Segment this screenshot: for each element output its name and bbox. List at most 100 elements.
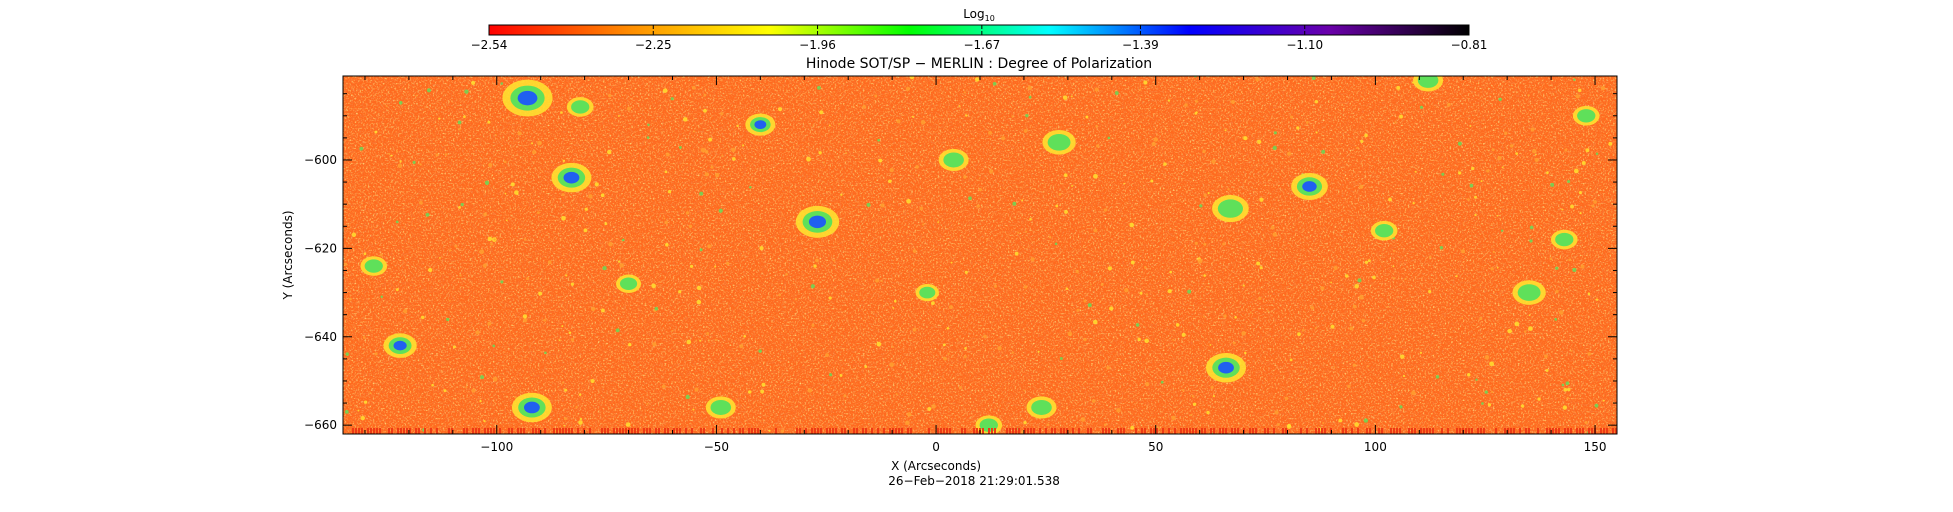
map-edge-stripe	[742, 428, 744, 434]
map-speckle	[708, 339, 711, 342]
map-speckle	[875, 278, 880, 283]
map-speckle	[568, 331, 572, 334]
map-speckle	[471, 388, 476, 393]
map-speckle	[1103, 423, 1107, 427]
map-speckle	[439, 257, 441, 259]
map-speckle	[1315, 131, 1318, 134]
map-speckle	[664, 220, 668, 225]
map-speckle	[396, 150, 399, 153]
map-speckle	[1534, 153, 1537, 156]
map-edge-stripe	[1066, 428, 1068, 434]
map-speckle	[1071, 184, 1073, 187]
map-speckle	[1354, 283, 1359, 289]
map-edge-stripe	[667, 428, 669, 434]
map-edge-stripe	[1351, 428, 1353, 434]
map-edge-stripe	[487, 428, 489, 434]
y-axis-label: Y (Arcseconds)	[281, 210, 295, 300]
map-speckle-green	[500, 82, 504, 85]
map-speckle	[1203, 193, 1207, 197]
map-speckle-green	[866, 202, 871, 207]
map-speckle	[1241, 331, 1246, 336]
map-edge-stripe	[973, 428, 975, 434]
map-speckle	[1289, 115, 1294, 119]
map-speckle-green	[492, 344, 496, 348]
map-speckle	[1232, 341, 1236, 345]
map-speckle-green	[1187, 289, 1192, 294]
map-speckle-green	[1469, 183, 1474, 188]
map-speckle	[1058, 192, 1062, 196]
map-speckle	[880, 203, 885, 208]
map-speckle	[1023, 285, 1028, 289]
map-speckle	[1473, 195, 1477, 199]
map-speckle-green	[1594, 403, 1599, 408]
map-edge-stripe	[796, 428, 798, 434]
map-edge-stripe	[754, 428, 756, 434]
map-speckle	[578, 420, 583, 425]
map-speckle	[1330, 281, 1333, 284]
map-speckle	[1497, 156, 1502, 161]
map-edge-stripe	[1408, 428, 1410, 434]
map-speckle	[538, 291, 543, 296]
map-speckle	[479, 249, 485, 255]
map-edge-stripe	[1549, 428, 1551, 434]
map-speckle	[1455, 275, 1458, 278]
map-edge-stripe	[604, 428, 606, 434]
map-speckle-green	[647, 123, 650, 127]
map-speckle	[1091, 399, 1096, 403]
map-speckle	[420, 315, 425, 320]
map-speckle	[825, 353, 829, 358]
map-speckle	[895, 393, 898, 396]
map-speckle	[1289, 358, 1293, 362]
map-edge-stripe	[1156, 428, 1158, 434]
map-edge-stripe	[1378, 428, 1380, 434]
map-speckle-green	[670, 97, 674, 101]
map-speckle	[1129, 222, 1135, 228]
map-speckle	[390, 154, 393, 157]
map-speckle	[1367, 259, 1371, 263]
map-edge-stripe	[1546, 428, 1548, 434]
map-speckle	[682, 117, 688, 122]
map-speckle	[1347, 384, 1351, 389]
map-speckle	[522, 314, 528, 319]
map-speckle	[492, 376, 498, 382]
map-speckle	[1211, 159, 1216, 164]
map-edge-stripe	[1381, 428, 1383, 434]
map-edge-stripe	[856, 428, 858, 434]
map-speckle	[561, 381, 564, 384]
map-speckle	[488, 162, 493, 168]
map-speckle-green	[1498, 97, 1502, 102]
map-speckle	[475, 330, 480, 335]
map-edge-stripe	[988, 428, 990, 434]
map-edge-stripe	[1135, 428, 1137, 434]
map-edge-stripe	[865, 428, 867, 434]
map-edge-stripe	[1366, 428, 1368, 434]
map-speckle-green	[1500, 229, 1504, 232]
map-speckle	[688, 224, 693, 229]
map-edge-stripe	[634, 428, 636, 434]
map-edge-stripe	[1357, 428, 1359, 434]
map-edge-stripe	[820, 428, 822, 434]
map-speckle	[1461, 249, 1466, 254]
colorbar-gradient-bar	[488, 24, 1470, 36]
map-edge-stripe	[1141, 428, 1143, 434]
map-speckle-green	[1059, 356, 1063, 361]
map-speckle	[906, 198, 911, 204]
map-edge-stripe	[535, 428, 537, 434]
map-edge-stripe	[1030, 428, 1032, 434]
map-edge-stripe	[367, 428, 369, 434]
map-edge-stripe	[1186, 428, 1188, 434]
map-speckle	[1562, 405, 1568, 410]
map-speckle	[838, 122, 841, 126]
map-edge-stripe	[1078, 428, 1080, 434]
map-edge-stripe	[1168, 428, 1170, 434]
map-speckle-green	[398, 101, 403, 105]
map-speckle	[1349, 326, 1354, 331]
map-speckle	[988, 130, 993, 135]
x-tick-label: −50	[704, 440, 729, 454]
map-speckle	[516, 193, 519, 196]
map-edge-stripe	[664, 428, 666, 434]
map-speckle	[1064, 209, 1068, 214]
map-edge-stripe	[370, 428, 372, 434]
map-edge-stripe	[1105, 428, 1107, 434]
